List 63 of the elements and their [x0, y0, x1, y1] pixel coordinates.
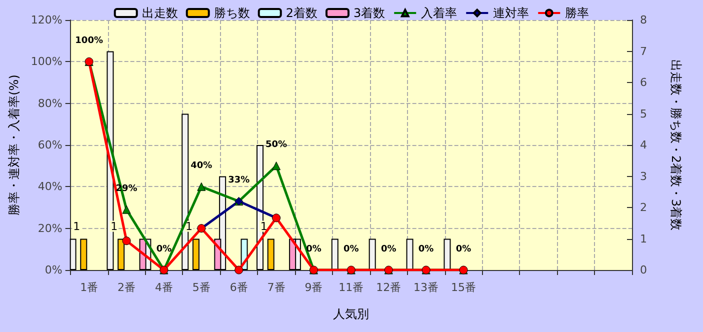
x-tick-label: 6番 — [230, 281, 248, 294]
y2-tick-label: 5 — [640, 107, 647, 120]
x-tick-label: 4番 — [154, 281, 173, 294]
y2-tick-label: 3 — [640, 170, 647, 183]
data-label: 0% — [344, 244, 359, 254]
y2-tick-label: 1 — [640, 232, 647, 246]
bar — [70, 238, 76, 270]
data-label: 1 — [73, 220, 80, 233]
y2-axis-title: 出走数・勝ち数・2着数・3着数 — [669, 59, 683, 231]
point — [122, 236, 131, 246]
y-tick-label: 100% — [30, 55, 62, 68]
data-label: 50% — [266, 140, 288, 150]
bar — [331, 238, 338, 270]
data-label: 1 — [185, 220, 192, 233]
x-tick-label: 9番 — [304, 281, 323, 294]
bar — [192, 238, 200, 270]
data-label: 40% — [190, 160, 212, 171]
data-label: 1 — [110, 220, 118, 233]
x-tick-label: 5番 — [192, 281, 210, 294]
data-label: 0% — [456, 244, 472, 254]
y2-tick-label: 4 — [640, 138, 647, 152]
y-tick-label: 40% — [38, 180, 62, 194]
legend-label: 入着率 — [421, 6, 458, 20]
data-label: 0% — [156, 244, 172, 254]
point — [197, 182, 206, 191]
legend-label: 出走数 — [142, 6, 178, 20]
data-label: 33% — [228, 176, 250, 186]
y2-tick-label: 2 — [640, 201, 647, 214]
x-tick-label: 13番 — [414, 281, 439, 294]
bar — [444, 238, 451, 270]
y2-tick-label: 8 — [640, 14, 647, 26]
y-tick-label: 80% — [38, 96, 62, 110]
x-tick-label: 11番 — [338, 281, 364, 294]
point — [272, 162, 281, 170]
data-label: 100% — [75, 36, 103, 46]
point — [122, 205, 131, 214]
legend-label: 勝率 — [565, 6, 590, 20]
bar — [368, 238, 376, 270]
x-tick-label: 1番 — [80, 281, 98, 294]
bar — [267, 238, 274, 270]
y-axis-title: 勝率・連対率・入着率(%) — [7, 74, 21, 216]
point — [234, 266, 244, 274]
legend-label: 3着数 — [354, 6, 386, 20]
bar — [406, 238, 414, 270]
x-tick-label: 7番 — [267, 281, 286, 294]
y2-tick-label: 6 — [640, 76, 647, 89]
x-axis-title: 人気別 — [333, 307, 370, 321]
y-tick-label: 20% — [38, 222, 62, 235]
legend-label: 2着数 — [286, 6, 318, 20]
legend-label: 連対率 — [493, 6, 530, 20]
y-tick-label: 0% — [44, 264, 62, 276]
data-label: 0% — [418, 244, 434, 254]
data-label: 0% — [380, 244, 396, 254]
data-label: 1 — [260, 220, 268, 233]
legend-label: 勝ち数 — [214, 6, 250, 20]
y2-tick-label: 0 — [640, 264, 647, 276]
bar — [80, 238, 88, 270]
y-tick-label: 60% — [38, 138, 62, 152]
x-tick-label: 12番 — [376, 281, 402, 294]
x-tick-label: 2番 — [118, 281, 136, 294]
x-tick-label: 15番 — [451, 281, 476, 294]
y-tick-label: 120% — [30, 14, 62, 26]
y2-tick-label: 7 — [640, 44, 647, 58]
